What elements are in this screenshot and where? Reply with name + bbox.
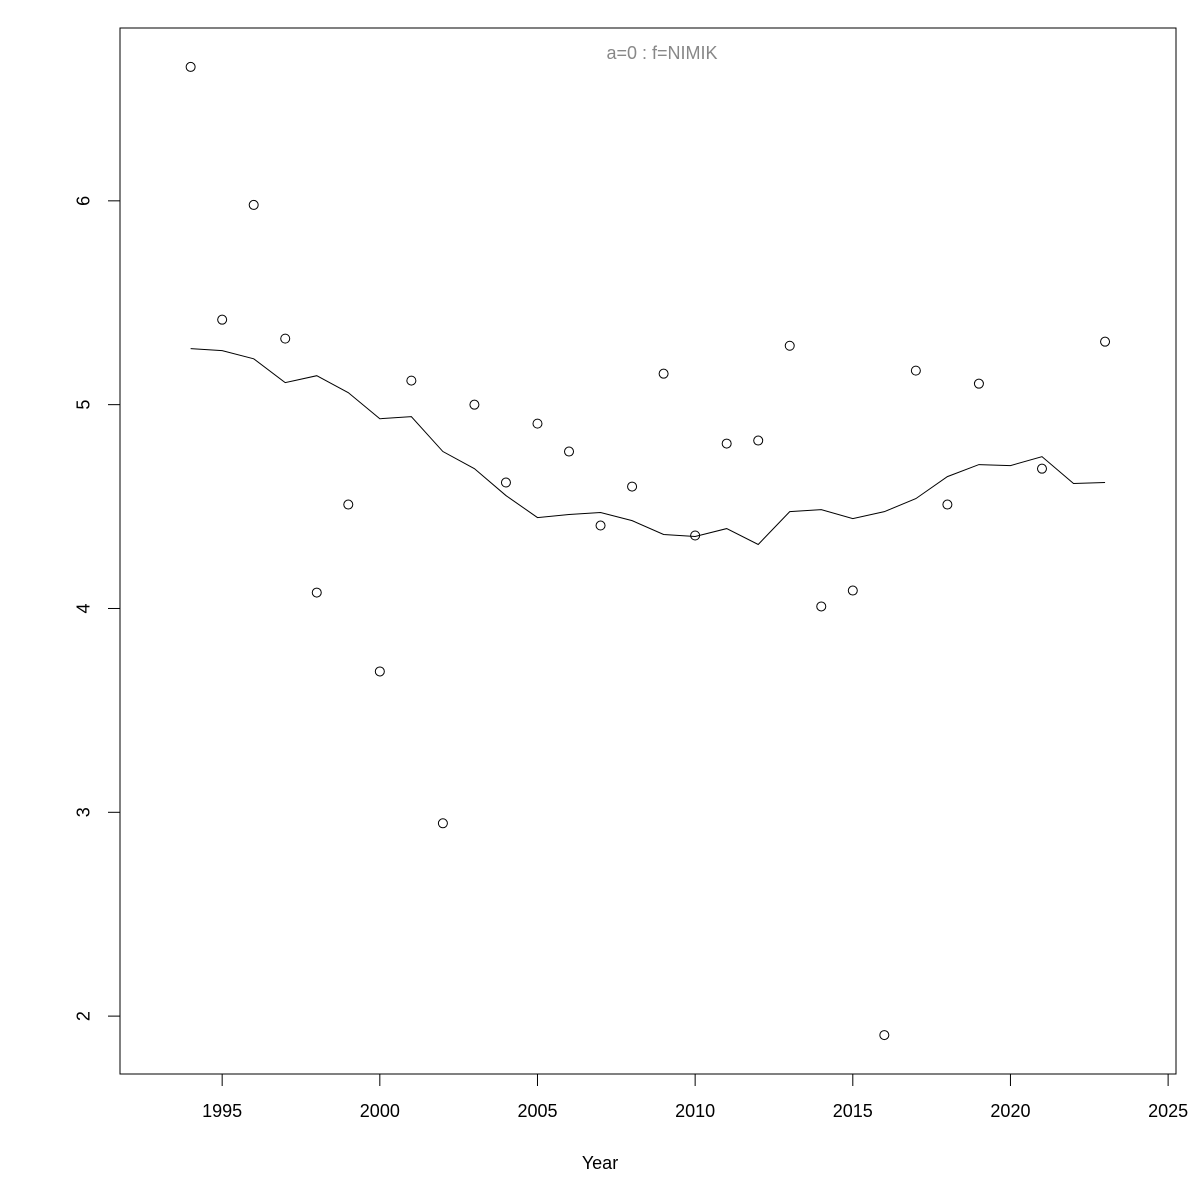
x-tick-label: 2000 bbox=[360, 1101, 400, 1121]
data-point bbox=[910, 365, 921, 376]
y-tick-label: 6 bbox=[74, 196, 94, 206]
data-point bbox=[816, 601, 827, 612]
data-point bbox=[406, 375, 417, 386]
x-tick-label: 2005 bbox=[517, 1101, 557, 1121]
data-point bbox=[1036, 463, 1047, 474]
data-point bbox=[469, 399, 480, 410]
chart-title: a=0 : f=NIMIK bbox=[606, 43, 717, 63]
data-point bbox=[973, 378, 984, 389]
y-tick-label: 4 bbox=[74, 603, 94, 613]
data-point bbox=[217, 314, 228, 325]
data-point bbox=[500, 477, 511, 488]
trend-line bbox=[190, 348, 1106, 546]
data-point bbox=[437, 818, 448, 829]
data-point bbox=[595, 520, 606, 531]
data-point bbox=[1100, 336, 1111, 347]
y-tick-label: 3 bbox=[74, 807, 94, 817]
data-point bbox=[280, 333, 291, 344]
data-point bbox=[532, 418, 543, 429]
data-point bbox=[721, 438, 732, 449]
data-point bbox=[564, 446, 575, 457]
data-point bbox=[784, 340, 795, 351]
data-point bbox=[627, 481, 638, 492]
x-tick-label: 2020 bbox=[990, 1101, 1030, 1121]
x-tick-label: 2025 bbox=[1148, 1101, 1188, 1121]
data-point bbox=[311, 587, 322, 598]
y-tick-label: 2 bbox=[74, 1011, 94, 1021]
data-point bbox=[658, 368, 669, 379]
data-point bbox=[942, 499, 953, 510]
data-point bbox=[753, 435, 764, 446]
data-point bbox=[185, 61, 196, 72]
x-tick-label: 1995 bbox=[202, 1101, 242, 1121]
plot-box bbox=[119, 27, 1177, 1075]
data-point bbox=[847, 585, 858, 596]
data-point bbox=[248, 199, 259, 210]
x-tick-label: 2010 bbox=[675, 1101, 715, 1121]
y-tick-label: 5 bbox=[74, 400, 94, 410]
data-point bbox=[879, 1030, 890, 1041]
x-axis-label: Year bbox=[582, 1153, 618, 1173]
data-point bbox=[374, 666, 385, 677]
data-point bbox=[343, 499, 354, 510]
x-tick-label: 2015 bbox=[833, 1101, 873, 1121]
